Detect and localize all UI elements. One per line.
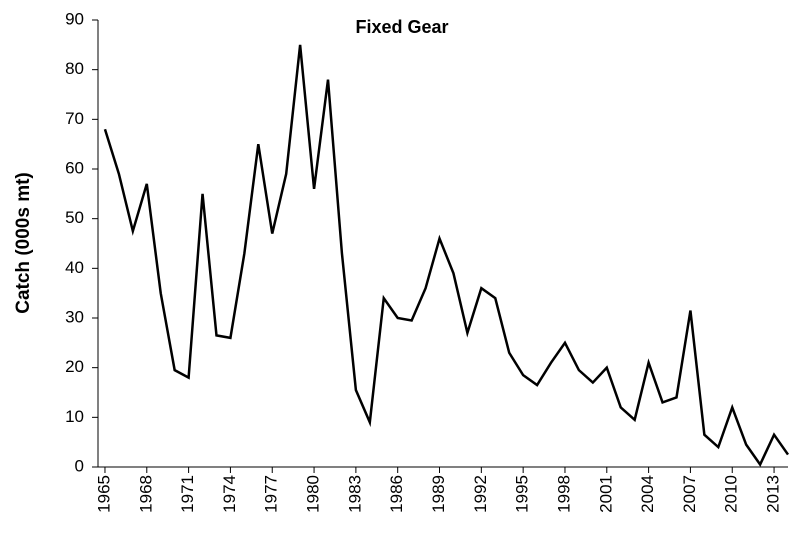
y-tick-label: 80	[65, 59, 84, 78]
x-tick-label: 1992	[471, 475, 490, 513]
x-tick-label: 1983	[345, 475, 364, 513]
x-tick-label: 1977	[262, 475, 281, 513]
y-tick-label: 10	[65, 407, 84, 426]
y-tick-label: 40	[65, 258, 84, 277]
x-tick-label: 1974	[220, 475, 239, 513]
y-tick-label: 70	[65, 109, 84, 128]
x-tick-label: 1965	[94, 475, 113, 513]
x-tick-label: 1998	[554, 475, 573, 513]
x-tick-label: 2001	[596, 475, 615, 513]
x-tick-label: 1986	[387, 475, 406, 513]
y-axis-label: Catch (000s mt)	[13, 172, 34, 314]
y-tick-label: 90	[65, 9, 84, 28]
chart-title: Fixed Gear	[355, 17, 448, 37]
x-tick-label: 2007	[680, 475, 699, 513]
x-tick-label: 1968	[136, 475, 155, 513]
x-tick-label: 1989	[429, 475, 448, 513]
x-tick-label: 1971	[178, 475, 197, 513]
y-tick-label: 20	[65, 357, 84, 376]
y-tick-label: 60	[65, 158, 84, 177]
y-tick-label: 30	[65, 307, 84, 326]
x-tick-label: 2013	[764, 475, 783, 513]
data-line	[103, 44, 790, 468]
y-tick-label: 50	[65, 208, 84, 227]
y-tick-label: 0	[75, 456, 84, 475]
x-tick-label: 1980	[304, 475, 323, 513]
x-tick-label: 2010	[722, 475, 741, 513]
x-tick-label: 2004	[638, 475, 657, 513]
x-tick-label: 1995	[513, 475, 532, 513]
